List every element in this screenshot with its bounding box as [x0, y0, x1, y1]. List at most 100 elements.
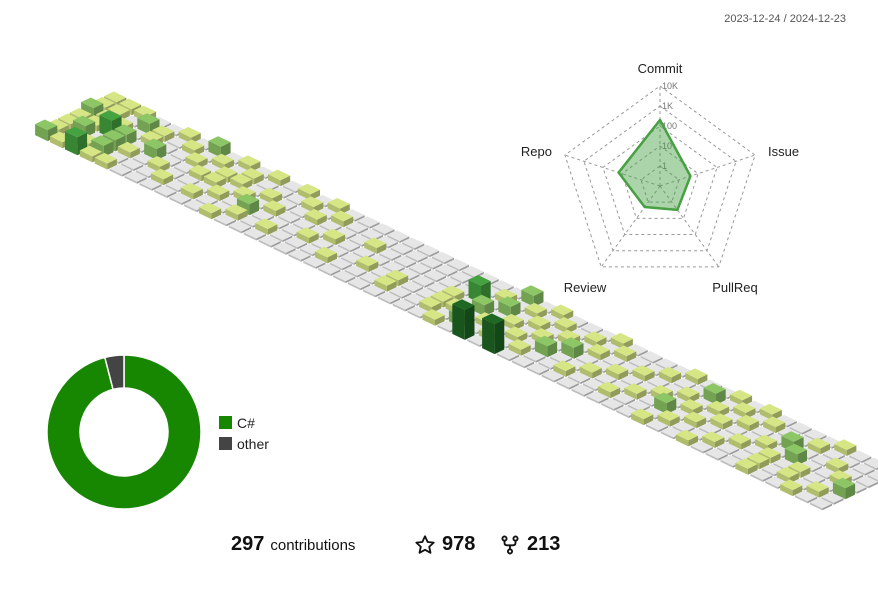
- calendar-day-cell: [362, 284, 386, 298]
- calendar-day-cell: [855, 475, 878, 489]
- calendar-day-cell: [243, 227, 266, 241]
- calendar-day-cell: [482, 313, 505, 355]
- calendar-day-cell: [586, 391, 609, 404]
- calendar-day-cell: [207, 184, 230, 202]
- calendar-day-cell: [561, 337, 584, 359]
- calendar-day-cell: [394, 255, 417, 269]
- calendar-day-cell: [450, 271, 473, 284]
- calendar-day-cell: [867, 470, 878, 482]
- calendar-day-cell: [534, 335, 558, 358]
- calendar-day-cell: [405, 250, 428, 263]
- calendar-day-cell: [807, 437, 830, 455]
- calendar-day-cell: [849, 450, 872, 464]
- calendar-day-cell: [683, 411, 707, 429]
- calendar-day-cell: [213, 213, 237, 227]
- radar-grid-ring: [640, 165, 680, 203]
- calendar-day-cell: [408, 262, 432, 276]
- calendar-day-cell: [612, 392, 635, 406]
- calendar-day-cell: [508, 339, 531, 356]
- legend-item-csharp: C#: [219, 412, 269, 433]
- calendar-day-cell: [646, 419, 669, 433]
- calendar-day-cell: [109, 164, 132, 177]
- calendar-day-cell: [117, 141, 140, 159]
- calendar-day-cell: [412, 275, 435, 288]
- contribution-calendar-3d: [35, 91, 878, 511]
- radar-axis-label-issue: Issue: [768, 144, 799, 159]
- calendar-day-cell: [511, 355, 535, 369]
- calendar-day-cell: [703, 383, 726, 405]
- calendar-day-cell: [329, 257, 352, 271]
- calendar-day-cell: [422, 309, 445, 326]
- calendar-day-cell: [763, 416, 786, 434]
- calendar-day-cell: [124, 171, 147, 184]
- calendar-day-cell: [614, 345, 637, 363]
- calendar-day-cell: [402, 237, 425, 251]
- radar-spoke: [659, 185, 720, 268]
- calendar-day-cell: [471, 294, 495, 317]
- calendar-day-cell: [556, 377, 579, 390]
- calendar-day-cell: [199, 202, 222, 220]
- calendar-day-cell: [750, 469, 773, 482]
- calendar-day-cell: [333, 270, 356, 284]
- calendar-day-cell: [364, 237, 387, 254]
- radar-grid-ring: [583, 105, 737, 252]
- calendar-day-cell: [452, 299, 475, 340]
- calendar-day-cell: [685, 368, 708, 385]
- calendar-day-cell: [795, 490, 818, 504]
- radar-scale-label: 100: [662, 121, 677, 131]
- calendar-day-cell: [624, 383, 647, 400]
- calendar-day-cell: [521, 285, 544, 307]
- calendar-day-cell: [435, 264, 458, 277]
- calendar-day-cell: [374, 275, 397, 292]
- calendar-day-cell: [278, 211, 301, 224]
- calendar-day-cell: [654, 392, 677, 415]
- language-legend: C# other: [219, 412, 269, 454]
- calendar-day-cell: [150, 168, 174, 186]
- calendar-day-cell: [809, 497, 833, 511]
- calendar-day-cell: [169, 192, 192, 205]
- calendar-day-cell: [348, 277, 371, 291]
- legend-label-csharp: C#: [237, 414, 255, 431]
- radar-axis-label-review: Review: [564, 280, 607, 295]
- calendar-day-cell: [597, 381, 621, 399]
- calendar-day-cell: [640, 351, 663, 364]
- calendar-day-cell: [568, 371, 591, 385]
- calendar-day-cell: [446, 258, 469, 272]
- calendar-day-cell: [225, 204, 248, 221]
- calendar-day-cell: [553, 360, 576, 377]
- calendar-day-cell: [285, 236, 308, 250]
- calendar-day-cell: [587, 343, 610, 361]
- calendar-day-cell: [705, 448, 728, 461]
- radar-scale-label: 10K: [662, 81, 678, 91]
- calendar-day-cell: [806, 481, 829, 498]
- calendar-day-cell: [431, 251, 455, 265]
- calendar-day-cell: [255, 218, 278, 235]
- calendar-day-cell: [832, 477, 856, 500]
- calendar-day-cell: [717, 442, 740, 456]
- calendar-day-cell: [523, 350, 546, 363]
- legend-label-other: other: [237, 435, 269, 452]
- calendar-day-cell: [400, 280, 423, 294]
- calendar-day-cell: [345, 221, 369, 235]
- radar-scale-label: 1K: [662, 101, 673, 111]
- calendar-day-cell: [91, 135, 114, 157]
- radar-value-shape: [617, 118, 692, 212]
- calendar-day-cell: [526, 362, 549, 376]
- calendar-day-cell: [180, 182, 203, 200]
- calendar-day-cell: [379, 248, 402, 262]
- calendar-day-cell: [357, 216, 380, 229]
- calendar-day-cell: [658, 366, 681, 384]
- radar-grid-ring: [602, 125, 718, 236]
- calendar-day-cell: [852, 463, 875, 476]
- calendar-day-cell: [498, 296, 521, 318]
- calendar-day-cell: [331, 210, 354, 228]
- radar-axis-label-pullreq: PullReq: [712, 280, 758, 295]
- calendar-day-cell: [270, 229, 293, 243]
- calendar-day-cell: [288, 249, 311, 262]
- calendar-day-cell: [314, 246, 337, 264]
- calendar-day-cell: [268, 169, 291, 187]
- calendar-day-cell: [356, 255, 379, 273]
- legend-item-other: other: [219, 433, 269, 454]
- radar-spoke: [659, 154, 756, 187]
- calendar-day-cell: [389, 286, 412, 299]
